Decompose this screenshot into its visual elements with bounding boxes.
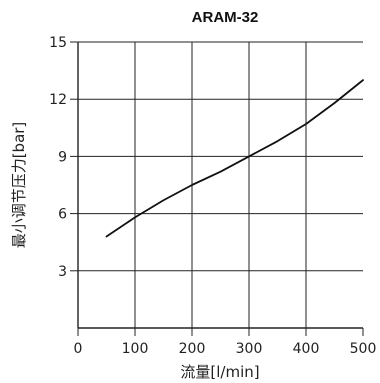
x-tick-label-3: 300	[236, 341, 263, 357]
y-tick-label-1: 6	[58, 207, 67, 223]
x-tick-label-0: 0	[74, 341, 83, 357]
chart-title: ARAM-32	[192, 9, 259, 26]
x-tick-label-5: 500	[350, 341, 377, 357]
x-tick-label-1: 100	[122, 341, 149, 357]
y-axis-label: 最小调节压力[bar]	[10, 122, 28, 249]
x-axis-label: 流量[l/min]	[180, 363, 259, 381]
y-tick-label-2: 9	[58, 149, 67, 165]
x-tick-label-4: 400	[293, 341, 320, 357]
y-tick-label-0: 3	[58, 264, 67, 280]
y-tick-label-4: 15	[49, 35, 67, 51]
grid-layer	[78, 41, 363, 328]
series-line-0	[105, 79, 364, 238]
x-tick-label-2: 200	[179, 341, 206, 357]
y-tick-label-3: 12	[49, 92, 67, 108]
axis-layer	[70, 41, 364, 336]
tick-label-layer: 0 100 200 300 400 500 3 6 9 12 15	[49, 35, 376, 357]
series-layer	[105, 79, 364, 238]
